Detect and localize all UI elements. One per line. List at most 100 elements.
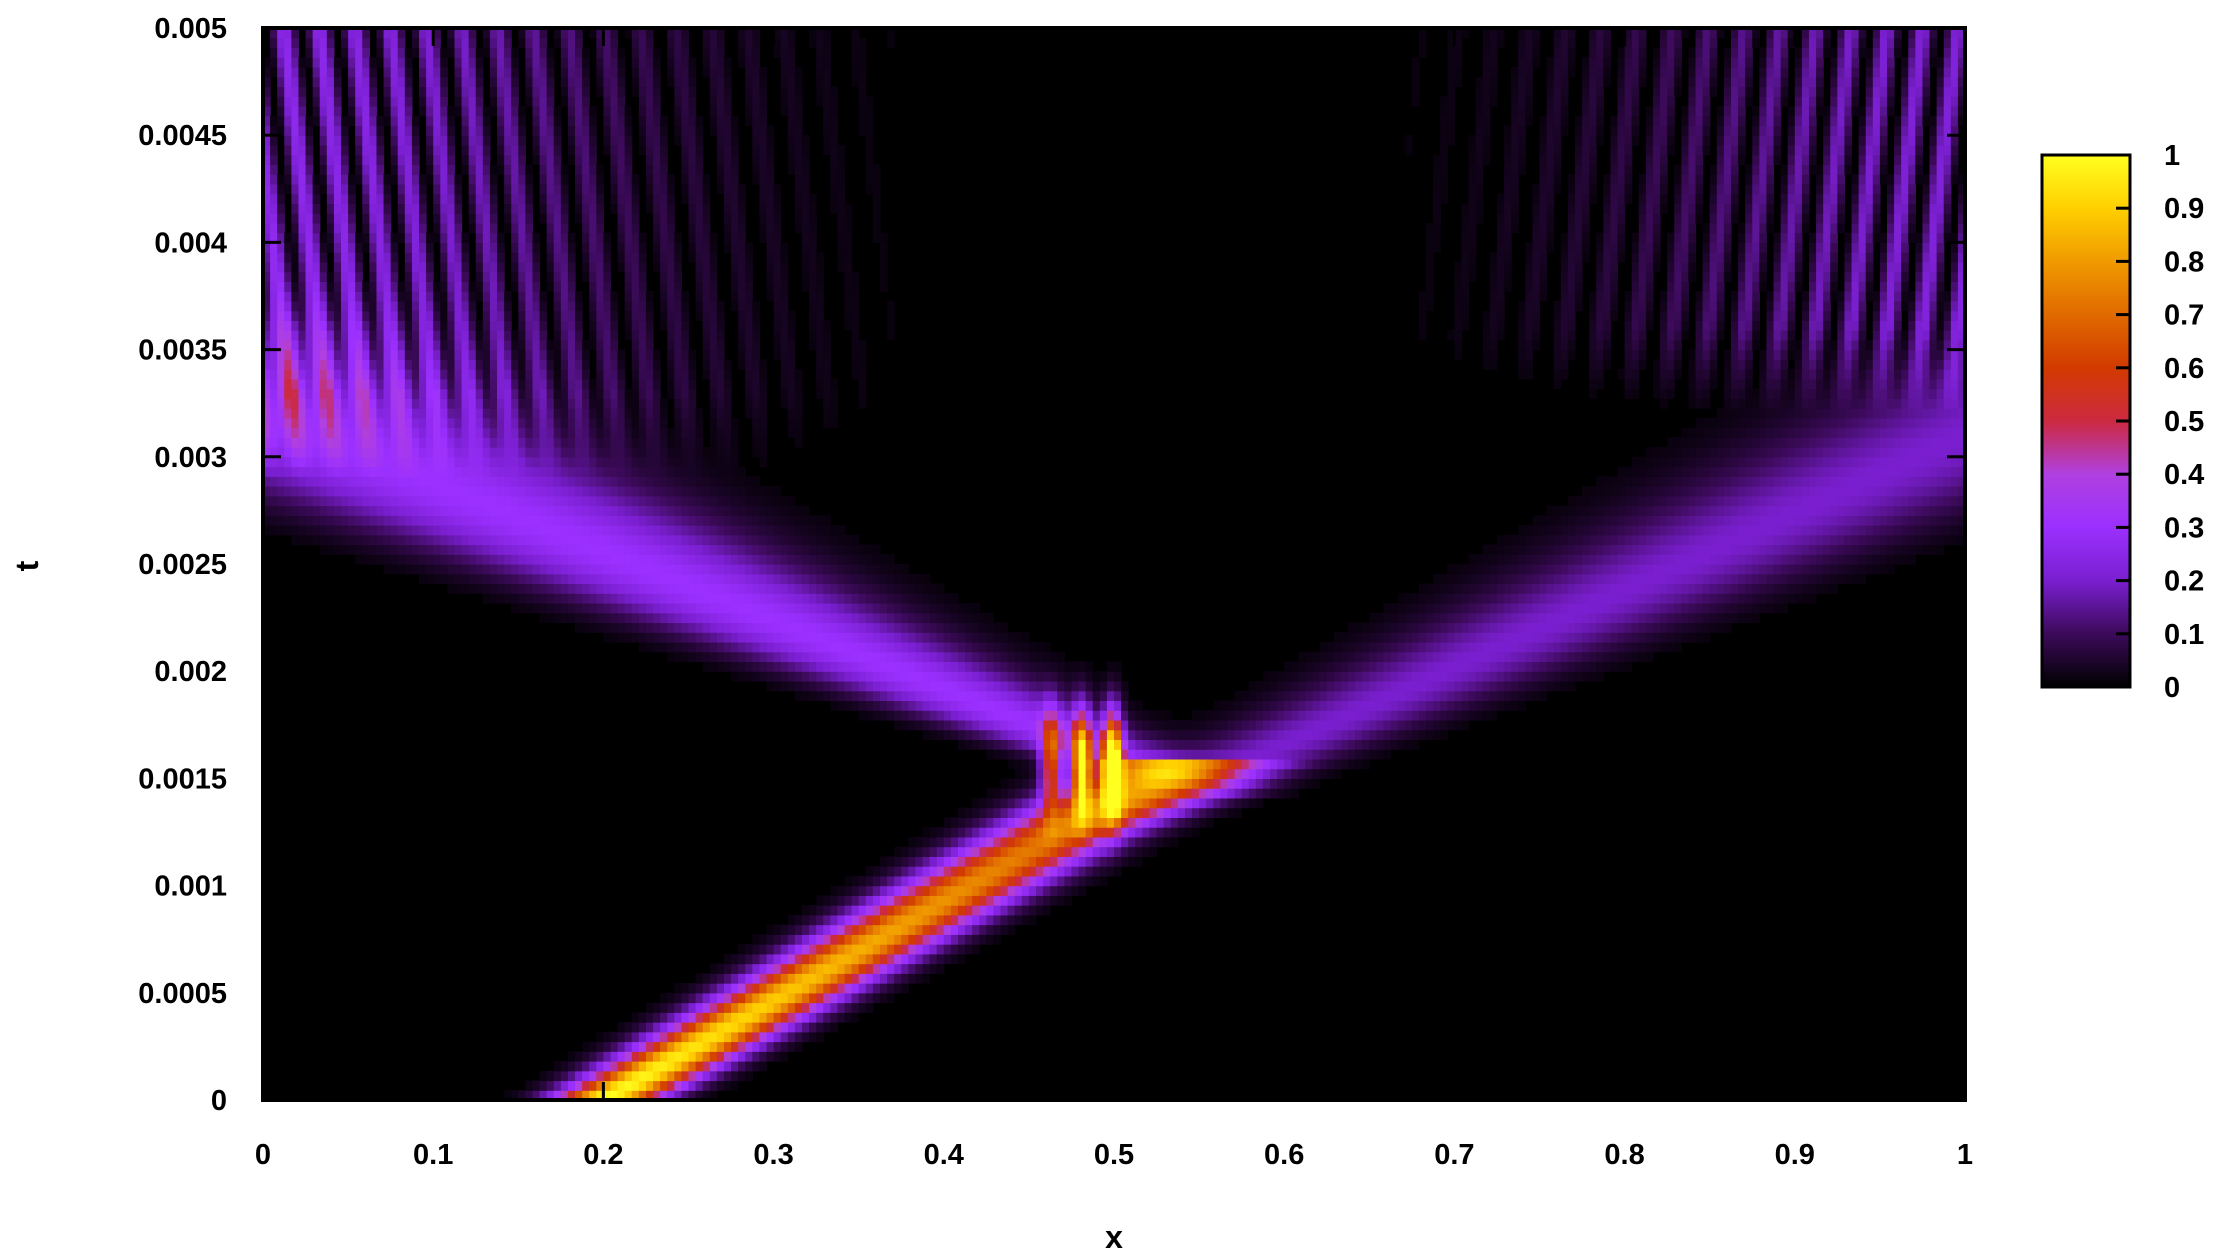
heatmap-cell bbox=[780, 291, 789, 302]
heatmap-cell bbox=[801, 203, 810, 214]
heatmap-cell bbox=[553, 105, 562, 117]
heatmap-cell bbox=[660, 300, 668, 312]
heatmap-cell bbox=[560, 534, 569, 546]
heatmap-cell bbox=[397, 105, 406, 117]
heatmap-cell bbox=[582, 213, 590, 224]
heatmap-cell bbox=[511, 398, 519, 409]
heatmap-cell bbox=[525, 564, 534, 575]
heatmap-cell bbox=[809, 983, 817, 994]
heatmap-cell bbox=[440, 486, 448, 497]
heatmap-cell bbox=[482, 154, 491, 166]
heatmap-cell bbox=[319, 261, 328, 273]
heatmap-cell bbox=[716, 300, 725, 312]
heatmap-cell bbox=[312, 486, 321, 497]
heatmap-cell bbox=[766, 924, 775, 935]
heatmap-cell bbox=[780, 554, 789, 565]
heatmap-cell bbox=[617, 437, 626, 448]
heatmap-cell bbox=[454, 261, 463, 273]
heatmap-cell bbox=[291, 66, 300, 78]
heatmap-cell bbox=[397, 193, 406, 205]
heatmap-cell bbox=[773, 632, 782, 643]
heatmap-cell bbox=[482, 291, 491, 302]
heatmap-cell bbox=[816, 944, 824, 955]
heatmap-cell bbox=[816, 534, 824, 546]
heatmap-cell bbox=[660, 1002, 668, 1013]
heatmap-cell bbox=[546, 115, 555, 127]
heatmap-cell bbox=[617, 408, 626, 419]
heatmap-cell bbox=[326, 291, 335, 302]
heatmap-cell bbox=[433, 476, 441, 487]
heatmap-cell bbox=[638, 641, 647, 653]
heatmap-cell bbox=[858, 544, 867, 555]
heatmap-cell bbox=[624, 417, 633, 429]
heatmap-cell bbox=[468, 476, 477, 487]
heatmap-cell bbox=[333, 330, 342, 341]
heatmap-cell bbox=[589, 495, 597, 507]
heatmap-cell bbox=[504, 466, 512, 477]
heatmap-cell bbox=[525, 486, 534, 497]
heatmap-cell bbox=[624, 466, 633, 477]
heatmap-cell bbox=[667, 47, 675, 58]
heatmap-cell bbox=[681, 1090, 690, 1100]
heatmap-cell bbox=[901, 573, 909, 585]
heatmap-cell bbox=[575, 37, 583, 49]
heatmap-cell bbox=[809, 690, 817, 702]
heatmap-cell bbox=[539, 564, 548, 575]
heatmap-cell bbox=[709, 641, 718, 653]
heatmap-cell bbox=[688, 583, 697, 594]
heatmap-cell bbox=[631, 271, 640, 282]
heatmap-cell bbox=[404, 320, 413, 331]
heatmap-cell bbox=[319, 495, 328, 507]
heatmap-cell bbox=[546, 339, 555, 351]
heatmap-cell bbox=[660, 222, 668, 234]
heatmap-cell bbox=[348, 369, 356, 380]
heatmap-cell bbox=[865, 164, 874, 175]
heatmap-cell bbox=[284, 339, 292, 351]
heatmap-cell bbox=[766, 593, 775, 604]
heatmap-cell bbox=[894, 632, 902, 643]
heatmap-cell bbox=[674, 486, 683, 497]
heatmap-cell bbox=[426, 378, 434, 390]
heatmap-cell bbox=[816, 583, 824, 594]
heatmap-cell bbox=[440, 408, 448, 419]
heatmap-cell bbox=[447, 164, 456, 175]
heatmap-cell bbox=[603, 320, 612, 331]
heatmap-cell bbox=[794, 924, 803, 935]
heatmap-cell bbox=[809, 924, 817, 935]
heatmap-cell bbox=[411, 232, 420, 243]
heatmap-cell bbox=[667, 242, 675, 253]
heatmap-cell bbox=[362, 222, 370, 234]
heatmap-cell bbox=[567, 1070, 576, 1082]
heatmap-cell bbox=[766, 651, 775, 663]
heatmap-cell bbox=[404, 66, 413, 78]
heatmap-cell bbox=[801, 1022, 810, 1033]
heatmap-cell bbox=[369, 86, 378, 97]
heatmap-cell bbox=[348, 252, 356, 263]
heatmap-cell bbox=[688, 154, 697, 166]
heatmap-cell bbox=[837, 183, 846, 195]
heatmap-cell bbox=[709, 602, 718, 614]
heatmap-cell bbox=[567, 96, 576, 107]
heatmap-cell bbox=[560, 1080, 569, 1091]
heatmap-cell bbox=[355, 154, 363, 166]
heatmap-cell bbox=[447, 398, 456, 409]
heatmap-cell bbox=[709, 534, 718, 546]
heatmap-cell bbox=[723, 242, 732, 253]
heatmap-cell bbox=[497, 456, 505, 468]
heatmap-cell bbox=[376, 427, 385, 438]
heatmap-cell bbox=[504, 378, 512, 390]
heatmap-cell bbox=[695, 232, 704, 243]
heatmap-cell bbox=[837, 641, 846, 653]
heatmap-cell bbox=[341, 330, 349, 341]
heatmap-cell bbox=[567, 573, 576, 585]
heatmap-cell bbox=[411, 349, 420, 360]
heatmap-cell bbox=[872, 651, 881, 663]
heatmap-cell bbox=[504, 515, 512, 526]
heatmap-cell bbox=[645, 622, 654, 633]
heatmap-cell bbox=[716, 320, 725, 331]
heatmap-cell bbox=[709, 86, 718, 97]
heatmap-cell bbox=[851, 28, 860, 39]
heatmap-cell bbox=[589, 203, 597, 214]
heatmap-cell bbox=[419, 417, 427, 429]
heatmap-cell bbox=[603, 369, 612, 380]
